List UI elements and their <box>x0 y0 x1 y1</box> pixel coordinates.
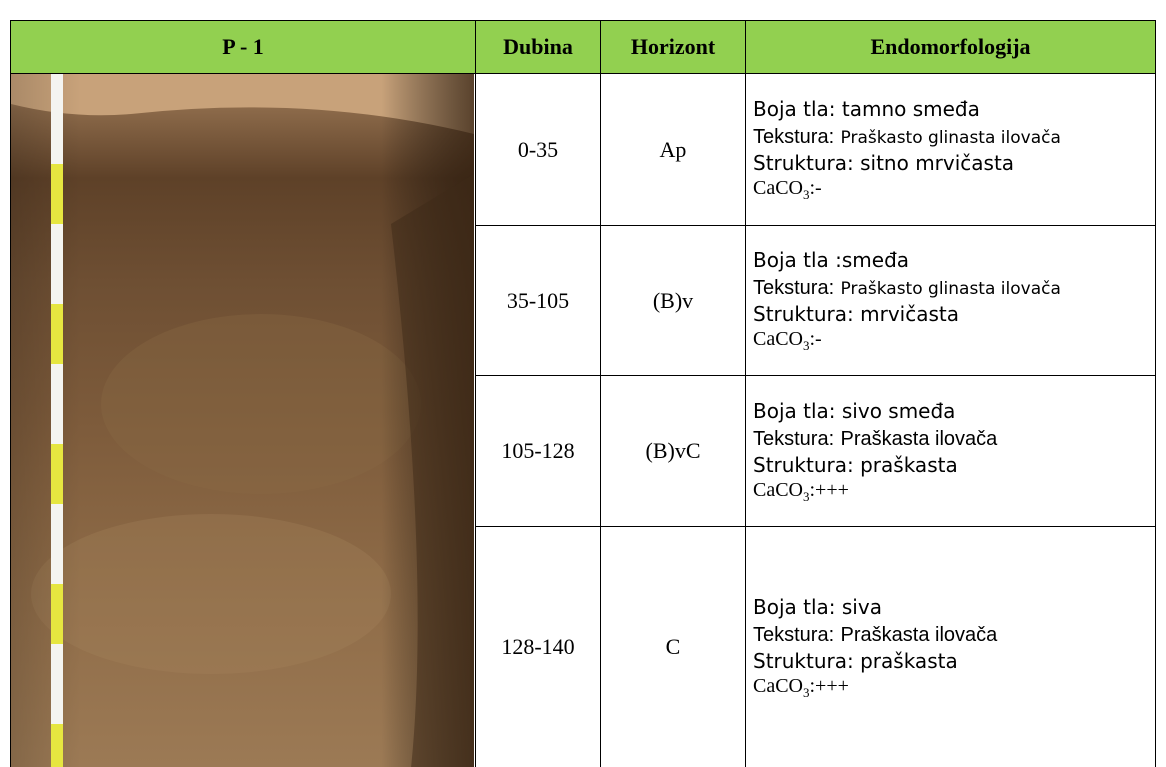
photo-cell <box>11 74 476 767</box>
texture: Tekstura: Praškasto glinasta ilovača <box>753 123 1155 150</box>
profile-table: P - 1 Dubina Horizont Endomorfologija 0-… <box>10 20 1156 767</box>
texture: Tekstura: Praškasta ilovača <box>753 425 1155 452</box>
depth: 0-35 <box>476 74 601 226</box>
texture-value: Praškasto glinasta ilovača <box>841 279 1061 299</box>
caco3: CaCO3:+++ <box>753 675 1155 701</box>
horizon: Ap <box>601 74 746 226</box>
structure: Struktura: praškasta <box>753 452 1155 479</box>
page: P - 1 Dubina Horizont Endomorfologija 0-… <box>0 0 1166 767</box>
texture-label: Tekstura: <box>753 126 834 148</box>
texture-value: Praškasta ilovača <box>841 624 998 646</box>
depth: 35-105 <box>476 226 601 376</box>
caco3-formula: CaCO <box>753 675 803 697</box>
profile-title: P - 1 <box>11 21 476 74</box>
horizon: (B)v <box>601 226 746 376</box>
caco3-value: :+++ <box>810 675 849 697</box>
caco3-value: :- <box>810 177 822 199</box>
caco3: CaCO3:- <box>753 328 1155 354</box>
depth: 105-128 <box>476 376 601 526</box>
soil-color: Boja tla: sivo smeđa <box>753 398 1155 425</box>
caco3-formula: CaCO <box>753 479 803 501</box>
soil-photo <box>11 74 474 767</box>
caco3-formula: CaCO <box>753 177 803 199</box>
caco3-value: :- <box>810 328 822 350</box>
depth: 128-140 <box>476 526 601 767</box>
horizon: (B)vC <box>601 376 746 526</box>
texture-label: Tekstura: <box>753 277 834 299</box>
texture-value: Praškasto glinasta ilovača <box>841 128 1061 148</box>
texture-label: Tekstura: <box>753 428 834 450</box>
texture-label: Tekstura: <box>753 624 834 646</box>
texture: Tekstura: Praškasto glinasta ilovača <box>753 274 1155 301</box>
column-header: Endomorfologija <box>746 21 1156 74</box>
texture: Tekstura: Praškasta ilovača <box>753 621 1155 648</box>
structure: Struktura: praškasta <box>753 648 1155 675</box>
structure: Struktura: sitno mrvičasta <box>753 150 1155 177</box>
structure: Struktura: mrvičasta <box>753 301 1155 328</box>
caco3: CaCO3:- <box>753 177 1155 203</box>
soil-color: Boja tla: siva <box>753 594 1155 621</box>
soil-color: Boja tla: tamno smeđa <box>753 96 1155 123</box>
soil-color: Boja tla :smeđa <box>753 247 1155 274</box>
texture-value: Praškasta ilovača <box>841 428 998 450</box>
column-header: Dubina <box>476 21 601 74</box>
caco3-value: :+++ <box>810 479 849 501</box>
column-header: Horizont <box>601 21 746 74</box>
caco3-formula: CaCO <box>753 328 803 350</box>
horizon: C <box>601 526 746 767</box>
caco3: CaCO3:+++ <box>753 479 1155 505</box>
header-row: P - 1 Dubina Horizont Endomorfologija <box>11 21 1156 74</box>
